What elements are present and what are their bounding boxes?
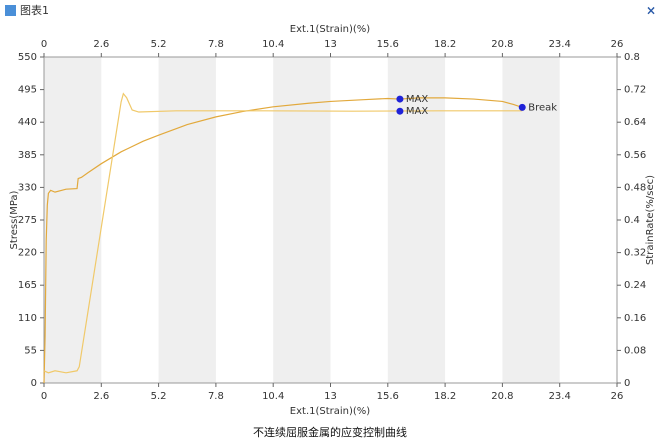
x-tick-label: 0	[41, 391, 47, 402]
y2-tick-label: 0.56	[624, 150, 646, 161]
y-tick-label: 550	[18, 52, 37, 63]
y2-tick-label: 0.64	[624, 117, 646, 128]
annotation-label: MAX	[406, 106, 428, 117]
top-x-tick-label: 0	[41, 39, 47, 50]
x-tick-label: 26	[611, 391, 624, 402]
top-x-tick-label: 5.2	[151, 39, 167, 50]
y-tick-label: 110	[18, 313, 37, 324]
y2-tick-label: 0.72	[624, 85, 646, 96]
top-x-tick-label: 15.6	[377, 39, 399, 50]
y-tick-label: 385	[18, 150, 37, 161]
band	[44, 57, 102, 383]
data-line	[43, 97, 523, 384]
y2-tick-label: 0.48	[624, 182, 646, 193]
y-tick-label: 275	[18, 215, 37, 226]
top-x-tick-label: 7.8	[208, 39, 224, 50]
top-x-tick-label: 10.4	[262, 39, 284, 50]
top-x-tick-label: 23.4	[549, 39, 571, 50]
window-title: 图表1	[20, 3, 49, 17]
annotation-marker	[396, 107, 404, 115]
x-tick-label: 5.2	[151, 391, 167, 402]
annotation-label: Break	[528, 102, 557, 113]
y-tick-label: 165	[18, 280, 37, 291]
top-x-axis-title: Ext.1(Strain)(%)	[290, 24, 371, 35]
top-x-tick-label: 18.2	[434, 39, 456, 50]
x-tick-label: 20.8	[491, 391, 513, 402]
annotation-label: MAX	[406, 94, 428, 105]
x-tick-label: 2.6	[93, 391, 109, 402]
y2-axis-title: StrainRate(%/sec)	[645, 175, 656, 265]
y-tick-label: 440	[18, 117, 37, 128]
x-tick-label: 23.4	[549, 391, 571, 402]
x-axis-title: Ext.1(Strain)(%)	[290, 406, 371, 417]
x-tick-label: 15.6	[377, 391, 399, 402]
y2-tick-label: 0.16	[624, 313, 646, 324]
annotation-marker	[518, 103, 526, 111]
annotation-marker	[396, 95, 404, 103]
top-x-tick-label: 2.6	[93, 39, 109, 50]
y2-tick-label: 0.24	[624, 280, 646, 291]
x-tick-label: 13	[324, 391, 337, 402]
y-tick-label: 495	[18, 85, 37, 96]
y-tick-label: 220	[18, 248, 37, 259]
y2-tick-label: 0.08	[624, 345, 646, 356]
data-line	[43, 92, 523, 374]
window-icon	[5, 5, 16, 16]
top-x-tick-label: 26	[611, 39, 624, 50]
y2-tick-label: 0.8	[624, 52, 640, 63]
close-button[interactable]: ×	[646, 4, 656, 18]
y2-tick-label: 0	[624, 378, 630, 389]
y-tick-label: 55	[24, 345, 37, 356]
top-x-tick-label: 13	[324, 39, 337, 50]
y2-tick-label: 0.4	[624, 215, 640, 226]
x-tick-label: 10.4	[262, 391, 284, 402]
y-tick-label: 330	[18, 182, 37, 193]
y-tick-label: 0	[31, 378, 37, 389]
band	[158, 57, 216, 383]
x-tick-label: 18.2	[434, 391, 456, 402]
top-x-tick-label: 20.8	[491, 39, 513, 50]
x-tick-label: 7.8	[208, 391, 224, 402]
y-axis-title: Stress(MPa)	[9, 190, 20, 249]
y2-tick-label: 0.32	[624, 248, 646, 259]
chart-title: 不连续屈服金属的应变控制曲线	[253, 425, 407, 439]
